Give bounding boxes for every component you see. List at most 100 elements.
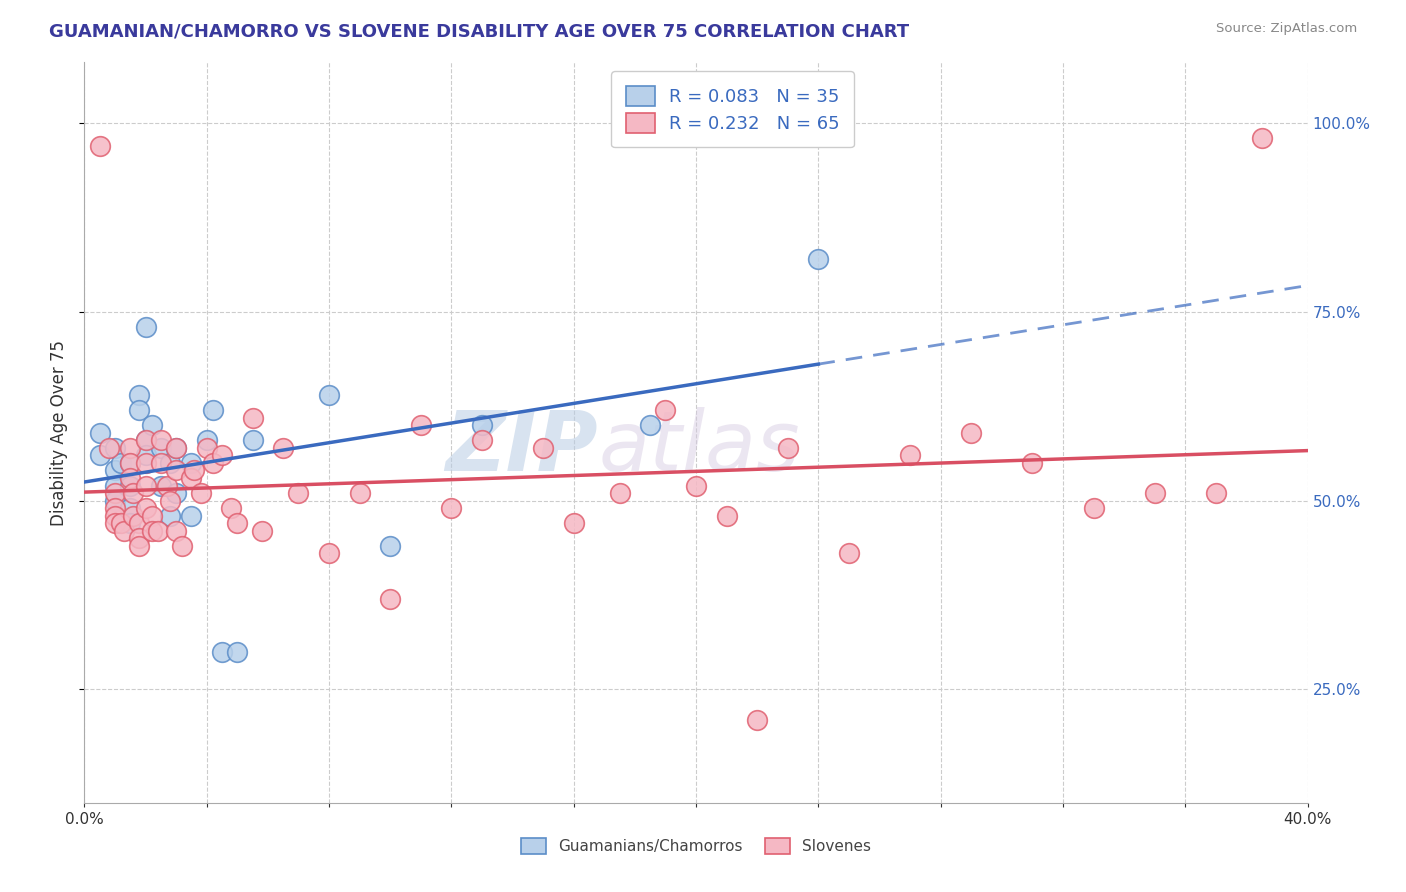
Point xyxy=(271,441,294,455)
Text: atlas: atlas xyxy=(598,407,800,488)
Point xyxy=(104,441,127,455)
Point xyxy=(1083,501,1105,516)
Point xyxy=(128,532,150,546)
Point xyxy=(562,516,585,531)
Point xyxy=(104,501,127,516)
Point xyxy=(110,456,132,470)
Point xyxy=(141,524,163,538)
Text: GUAMANIAN/CHAMORRO VS SLOVENE DISABILITY AGE OVER 75 CORRELATION CHART: GUAMANIAN/CHAMORRO VS SLOVENE DISABILITY… xyxy=(49,22,910,40)
Point xyxy=(211,448,233,462)
Point xyxy=(104,516,127,531)
Point xyxy=(172,539,194,553)
Point xyxy=(128,403,150,417)
Point xyxy=(135,501,157,516)
Point xyxy=(120,501,142,516)
Text: ZIP: ZIP xyxy=(446,407,598,488)
Point xyxy=(318,388,340,402)
Point xyxy=(471,418,494,433)
Point xyxy=(97,441,120,455)
Point xyxy=(471,433,494,447)
Point xyxy=(638,418,661,433)
Point xyxy=(165,441,187,455)
Point xyxy=(165,441,187,455)
Point xyxy=(135,433,157,447)
Point xyxy=(128,388,150,402)
Point xyxy=(135,478,157,492)
Point xyxy=(104,478,127,492)
Point xyxy=(1205,486,1227,500)
Point xyxy=(159,456,181,470)
Point xyxy=(201,456,224,470)
Point xyxy=(122,486,145,500)
Point xyxy=(183,463,205,477)
Point xyxy=(104,486,127,500)
Point xyxy=(159,508,181,523)
Point xyxy=(180,471,202,485)
Point xyxy=(409,418,432,433)
Point xyxy=(180,456,202,470)
Point xyxy=(211,645,233,659)
Point xyxy=(960,425,983,440)
Point xyxy=(531,441,554,455)
Point xyxy=(122,508,145,523)
Point xyxy=(747,713,769,727)
Point xyxy=(165,486,187,500)
Point xyxy=(195,441,218,455)
Point xyxy=(226,645,249,659)
Point xyxy=(609,486,631,500)
Point xyxy=(141,418,163,433)
Point xyxy=(149,441,172,455)
Point xyxy=(89,425,111,440)
Point xyxy=(380,591,402,606)
Point xyxy=(120,441,142,455)
Point xyxy=(349,486,371,500)
Point xyxy=(685,478,707,492)
Point xyxy=(838,547,860,561)
Point xyxy=(146,524,169,538)
Point xyxy=(195,433,218,447)
Point xyxy=(110,516,132,531)
Point xyxy=(149,478,172,492)
Point xyxy=(149,433,172,447)
Point xyxy=(135,319,157,334)
Point xyxy=(141,508,163,523)
Legend: Guamanians/Chamorros, Slovenes: Guamanians/Chamorros, Slovenes xyxy=(513,830,879,862)
Point xyxy=(89,138,111,153)
Point xyxy=(128,539,150,553)
Point xyxy=(156,478,179,492)
Point xyxy=(180,508,202,523)
Point xyxy=(1250,131,1272,145)
Point xyxy=(380,539,402,553)
Point xyxy=(250,524,273,538)
Point xyxy=(135,448,157,462)
Point xyxy=(716,508,738,523)
Point xyxy=(104,463,127,477)
Point xyxy=(201,403,224,417)
Point xyxy=(242,410,264,425)
Point xyxy=(104,508,127,523)
Point xyxy=(654,403,676,417)
Point xyxy=(165,463,187,477)
Point xyxy=(807,252,830,266)
Y-axis label: Disability Age Over 75: Disability Age Over 75 xyxy=(51,340,69,525)
Point xyxy=(190,486,212,500)
Point xyxy=(112,524,135,538)
Point xyxy=(898,448,921,462)
Point xyxy=(159,493,181,508)
Point xyxy=(120,456,142,470)
Point xyxy=(149,456,172,470)
Point xyxy=(120,471,142,485)
Point xyxy=(135,433,157,447)
Point xyxy=(120,456,142,470)
Point xyxy=(440,501,463,516)
Point xyxy=(165,524,187,538)
Point xyxy=(219,501,242,516)
Point xyxy=(287,486,309,500)
Point xyxy=(104,493,127,508)
Point xyxy=(776,441,799,455)
Point xyxy=(89,448,111,462)
Point xyxy=(318,547,340,561)
Point xyxy=(1143,486,1166,500)
Point xyxy=(1021,456,1043,470)
Point xyxy=(226,516,249,531)
